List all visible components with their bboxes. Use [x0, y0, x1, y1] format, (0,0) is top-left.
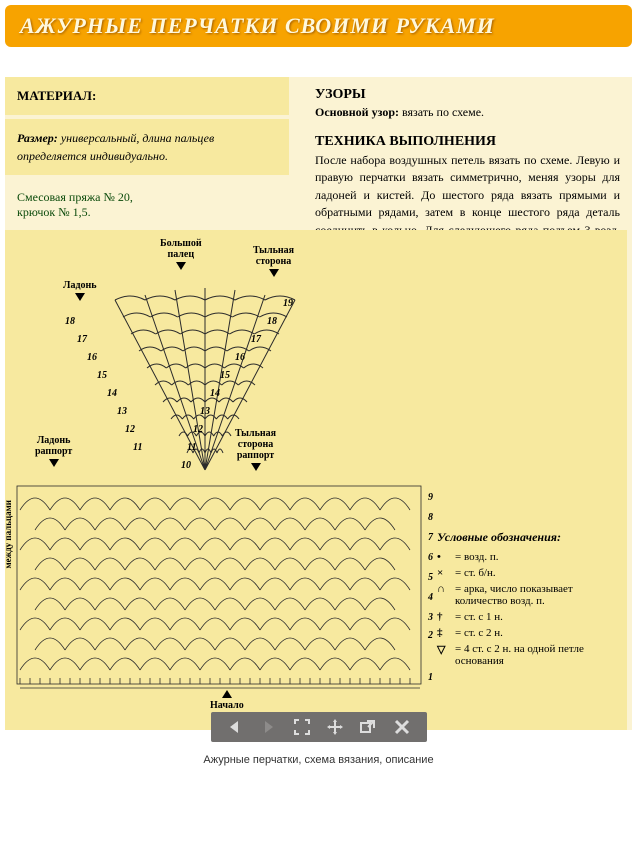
arrow-down-icon — [75, 293, 85, 301]
fullscreen-icon[interactable] — [291, 716, 313, 738]
legend-item: †= ст. с 1 н. — [437, 611, 612, 623]
technique-heading: ТЕХНИКА ВЫПОЛНЕНИЯ — [315, 134, 620, 150]
pattern-main-label: Основной узор: — [315, 105, 399, 119]
legend-symbol: † — [437, 611, 455, 623]
arrow-up-icon — [222, 690, 232, 698]
legend-text: = ст. б/н. — [455, 567, 496, 579]
label-back-rapport: Тыльная сторона раппорт — [235, 428, 276, 471]
legend-text: = 4 ст. с 2 н. на одной петле основания — [455, 643, 612, 667]
new-window-icon[interactable] — [357, 716, 379, 738]
pattern-main: Основной узор: вязать по схеме. — [315, 105, 620, 120]
legend-title: Условные обозначения: — [437, 530, 612, 545]
title-banner: АЖУРНЫЕ ПЕРЧАТКИ СВОИМИ РУКАМИ — [5, 5, 632, 47]
size-text: Размер: универсальный, длина пальцев опр… — [17, 131, 214, 163]
thumb-fan-svg — [95, 270, 315, 480]
page-content: МАТЕРИАЛ: Размер: универсальный, длина п… — [5, 77, 632, 730]
legend-item: •= возд. п. — [437, 551, 612, 563]
legend-symbol: ▽ — [437, 643, 455, 656]
arrow-down-icon — [251, 463, 261, 471]
patterns-heading: УЗОРЫ — [315, 87, 620, 103]
diagram-area: Большой палец Тыльная сторона Ладонь 19 … — [5, 230, 627, 730]
title-text: АЖУРНЫЕ ПЕРЧАТКИ СВОИМИ РУКАМИ — [20, 13, 495, 38]
size-box: Размер: универсальный, длина пальцев опр… — [5, 119, 289, 175]
move-icon[interactable] — [324, 716, 346, 738]
label-start: Начало — [210, 690, 244, 711]
close-icon[interactable] — [391, 716, 413, 738]
caption: Ажурные перчатки, схема вязания, описани… — [0, 754, 637, 776]
legend-text: = арка, число показывает количество возд… — [455, 583, 612, 607]
label-palm-rapport: Ладонь раппорт — [35, 435, 72, 467]
material-box: МАТЕРИАЛ: — [5, 77, 289, 115]
size-label: Размер: — [17, 131, 58, 145]
legend-item: ‡= ст. с 2 н. — [437, 627, 612, 639]
label-thumb: Большой палец — [160, 238, 202, 270]
legend-symbol: ‡ — [437, 627, 455, 639]
legend-text: = возд. п. — [455, 551, 498, 563]
legend-item: ▽= 4 ст. с 2 н. на одной петле основания — [437, 643, 612, 667]
legend-text: = ст. с 2 н. — [455, 627, 503, 639]
arrow-down-icon — [49, 459, 59, 467]
arrow-down-icon — [176, 262, 186, 270]
legend: Условные обозначения: •= возд. п.×= ст. … — [437, 530, 612, 671]
legend-symbol: • — [437, 551, 455, 563]
pattern-main-text: вязать по схеме. — [402, 105, 484, 119]
legend-symbol: × — [437, 567, 455, 579]
image-toolbar — [211, 712, 427, 742]
label-palm: Ладонь — [63, 280, 97, 301]
label-between-fingers: между пальцами — [3, 500, 13, 569]
legend-text: = ст. с 1 н. — [455, 611, 503, 623]
prev-icon[interactable] — [224, 716, 246, 738]
material-heading: МАТЕРИАЛ: — [17, 88, 96, 103]
grid-pattern-svg — [15, 480, 425, 695]
next-icon[interactable] — [257, 716, 279, 738]
legend-item: ∩= арка, число показывает количество воз… — [437, 583, 612, 607]
legend-symbol: ∩ — [437, 583, 455, 595]
legend-item: ×= ст. б/н. — [437, 567, 612, 579]
